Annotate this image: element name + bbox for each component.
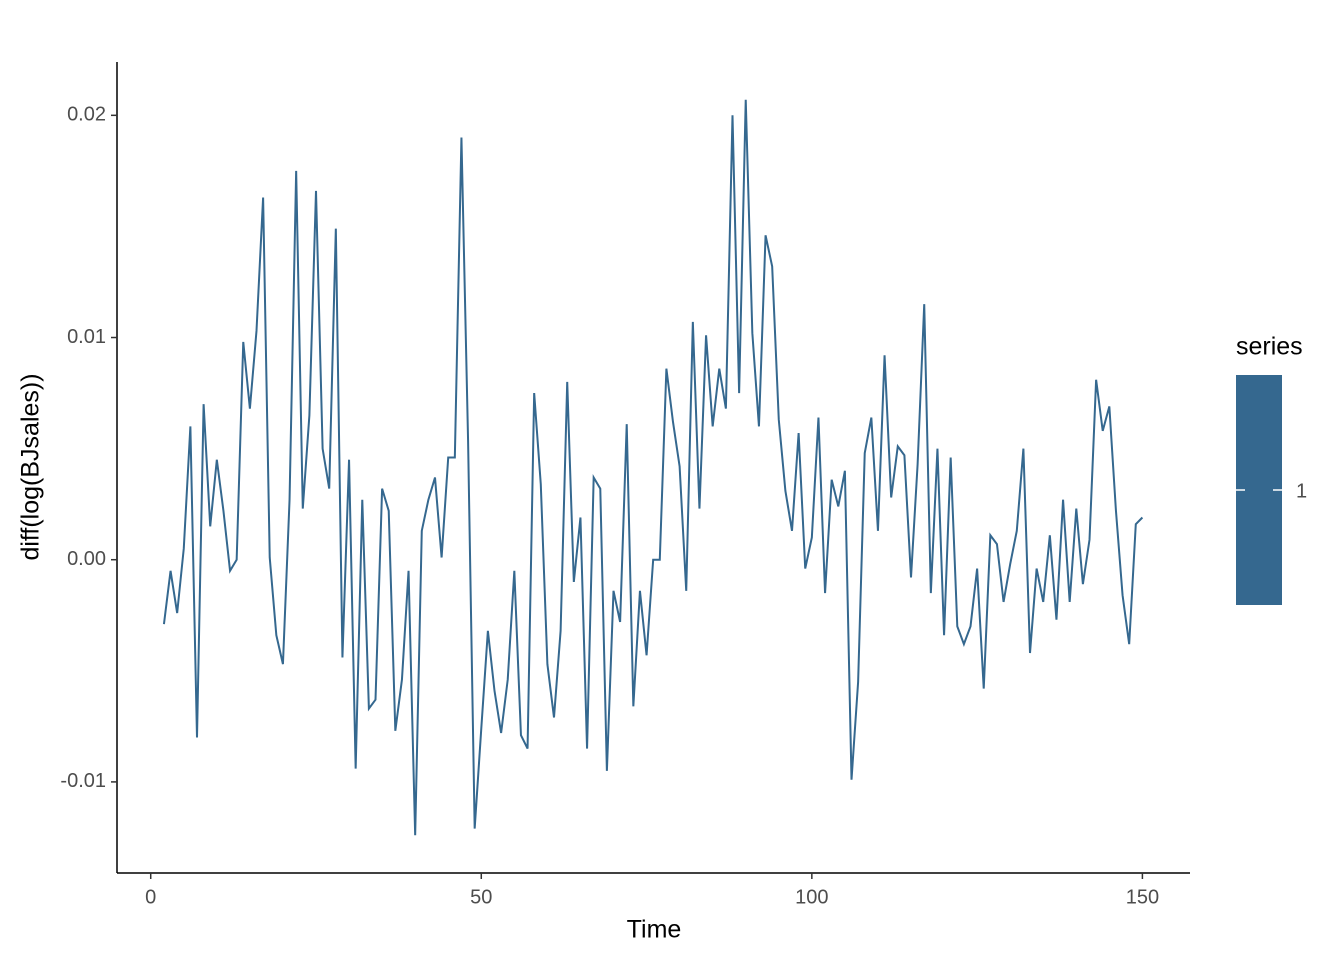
y-tick-label: 0.00: [67, 548, 106, 570]
y-tick-label: 0.02: [67, 104, 106, 126]
x-tick-label: 150: [1126, 886, 1159, 908]
y-tick-label: 0.01: [67, 326, 106, 348]
legend-label: 1: [1296, 480, 1307, 502]
y-axis-title: diff(log(BJsales)): [17, 373, 45, 560]
x-tick-label: 100: [795, 886, 828, 908]
x-axis-title: Time: [627, 916, 682, 944]
y-tick-label: -0.01: [60, 770, 106, 792]
legend-title: series: [1236, 333, 1303, 361]
line-series: [162, 99, 1144, 836]
x-tick-label: 50: [470, 886, 492, 908]
x-tick-label: 0: [145, 886, 156, 908]
